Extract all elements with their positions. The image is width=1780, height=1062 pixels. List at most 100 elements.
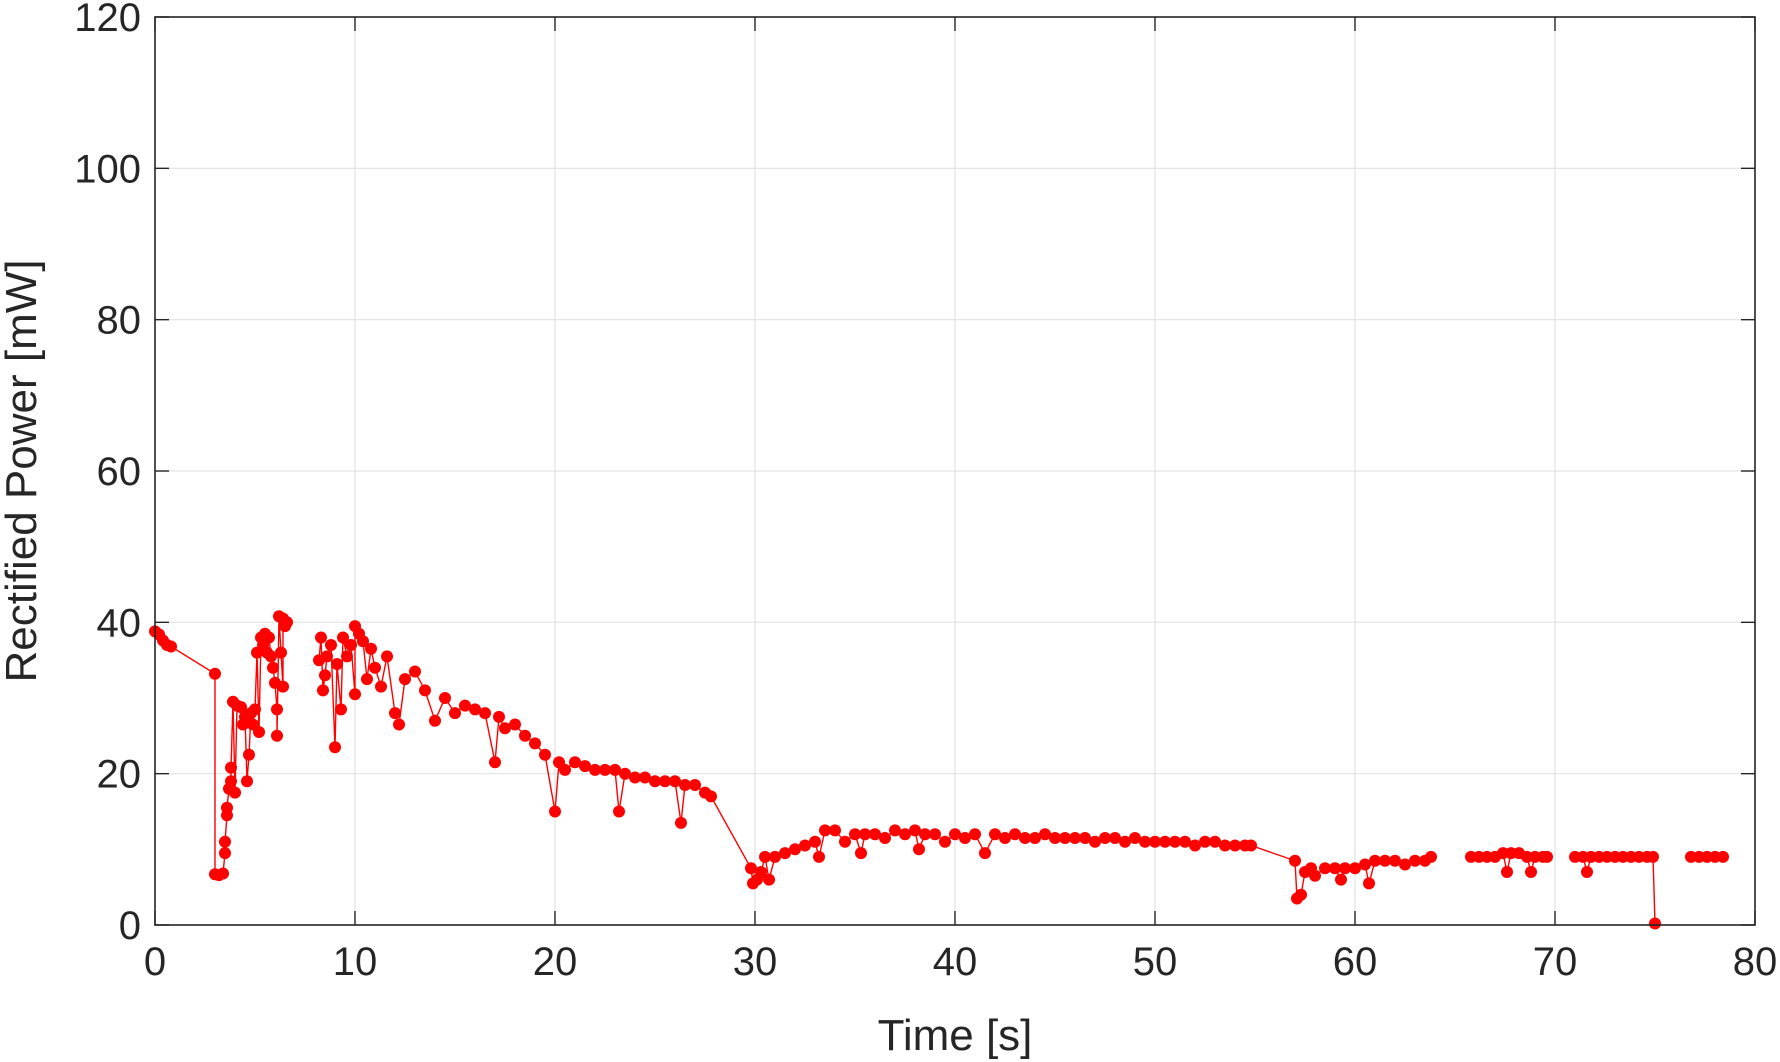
data-point [675, 816, 687, 829]
y-tick-label: 120 [74, 0, 141, 40]
data-point [449, 707, 461, 720]
y-tick-label: 80 [97, 299, 142, 343]
data-point [235, 701, 247, 714]
data-point [1359, 858, 1371, 871]
data-point [275, 646, 287, 659]
data-point [755, 866, 767, 878]
data-point [1129, 832, 1141, 844]
data-point [265, 650, 277, 663]
data-point [267, 661, 279, 674]
data-point [1039, 828, 1051, 841]
data-point [1409, 854, 1421, 867]
data-point [1179, 835, 1191, 848]
data-point [639, 771, 651, 784]
data-point [809, 835, 821, 848]
y-axis-label: Rectified Power [mW] [0, 260, 46, 683]
data-point [1149, 835, 1161, 848]
data-point [613, 805, 625, 818]
y-tick-label: 0 [119, 904, 141, 948]
data-point [345, 639, 357, 651]
data-point [315, 631, 327, 644]
data-point [1295, 888, 1307, 901]
data-point [165, 640, 177, 653]
data-point [1009, 828, 1021, 841]
data-point [1209, 835, 1221, 848]
data-point [549, 805, 561, 818]
data-point [1139, 835, 1151, 848]
axis-ticks: 0 10 20 30 40 50 60 70 80 0 20 40 60 80 100 120 [74, 0, 1777, 984]
data-point [219, 847, 231, 860]
data-point [879, 832, 891, 844]
data-point [1647, 850, 1659, 863]
data-point [789, 843, 801, 856]
data-point [1717, 850, 1729, 863]
data-point [689, 779, 701, 791]
data-point [519, 729, 531, 742]
x-tick-label: 30 [733, 940, 778, 984]
data-point [1389, 854, 1401, 867]
data-point [381, 650, 393, 663]
data-point [229, 786, 241, 799]
data-point [679, 779, 691, 791]
data-point [1319, 862, 1331, 875]
y-tick-label: 60 [97, 450, 142, 494]
data-point [317, 684, 329, 697]
data-point [559, 763, 571, 776]
data-point [249, 703, 261, 716]
data-point [1649, 917, 1661, 930]
data-point [629, 771, 641, 784]
data-point [1189, 839, 1201, 852]
data-point [1339, 862, 1351, 875]
data-point [859, 828, 871, 841]
data-point [341, 650, 353, 663]
data-point [1425, 850, 1437, 863]
data-point [1219, 839, 1231, 852]
data-point [1399, 858, 1411, 871]
data-point [1363, 877, 1375, 890]
x-axis-label: Time [s] [878, 1011, 1033, 1060]
data-point [1245, 839, 1257, 852]
data-point [959, 832, 971, 844]
x-tick-label: 70 [1533, 940, 1578, 984]
data-point [769, 850, 781, 863]
data-point [509, 718, 521, 731]
data-point [1581, 866, 1593, 878]
x-tick-label: 20 [533, 940, 578, 984]
data-point [361, 673, 373, 686]
data-point [499, 722, 511, 735]
data-point [1501, 866, 1513, 878]
data-point [569, 756, 581, 769]
data-point [1229, 839, 1241, 852]
data-point [479, 707, 491, 720]
data-point [829, 824, 841, 837]
data-point [357, 635, 369, 648]
data-point [243, 748, 255, 761]
x-tick-label: 50 [1133, 940, 1178, 984]
data-point [1349, 862, 1361, 875]
data-point [779, 847, 791, 860]
data-point [979, 847, 991, 860]
data-point [1369, 854, 1381, 867]
data-point [263, 631, 275, 644]
data-point [745, 862, 757, 875]
data-point [1119, 835, 1131, 848]
data-point [929, 828, 941, 841]
data-point [1089, 835, 1101, 848]
data-point [599, 763, 611, 776]
data-point [325, 639, 337, 651]
data-point [493, 710, 505, 723]
data-point [225, 761, 237, 774]
data-point [1159, 835, 1171, 848]
data-point [619, 767, 631, 780]
data-point [1309, 869, 1321, 882]
data-point [319, 669, 331, 682]
data-point [799, 839, 811, 852]
data-point [409, 665, 421, 678]
data-point [939, 835, 951, 848]
data-point [913, 843, 925, 856]
x-tick-label: 0 [144, 940, 166, 984]
data-point [389, 707, 401, 720]
data-point [281, 616, 293, 629]
data-point [839, 835, 851, 848]
